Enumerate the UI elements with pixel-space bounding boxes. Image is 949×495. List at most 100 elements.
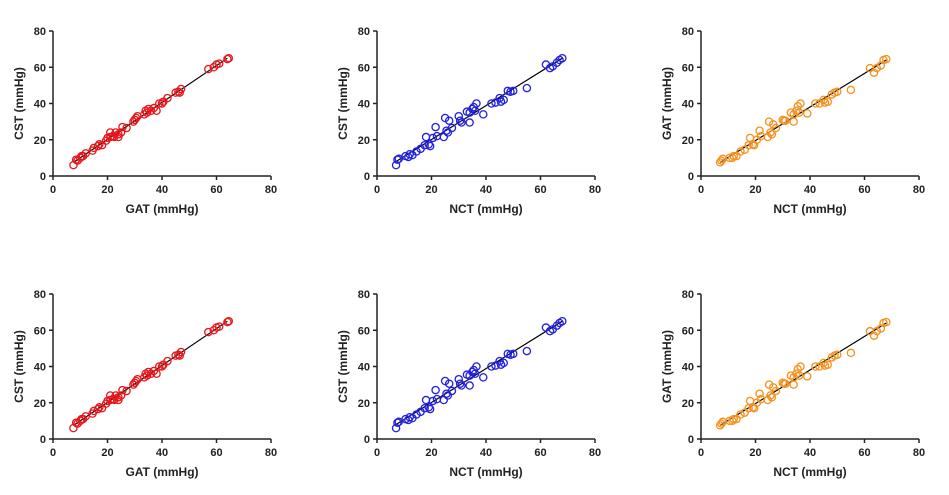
- data-point: [116, 128, 126, 137]
- data-point: [214, 59, 224, 68]
- data-point: [766, 391, 775, 400]
- data-point: [224, 316, 234, 326]
- data-point: [444, 116, 454, 125]
- x-tick-label: 40: [480, 447, 492, 459]
- data-point: [781, 116, 790, 125]
- data-point: [146, 369, 156, 378]
- data-point: [729, 414, 738, 424]
- data-point: [803, 109, 812, 118]
- x-tick-label: 60: [534, 184, 546, 196]
- y-axis-label: CST (mmHg): [336, 67, 350, 140]
- y-tick-label: 80: [34, 26, 46, 38]
- data-point: [142, 371, 152, 380]
- chart-panel-top-right: 0 20 40 60 80 0 20 40 60 80 NCT (mmHg) GAT (mmHg): [660, 26, 925, 216]
- data-point: [424, 140, 434, 149]
- data-point: [803, 372, 812, 381]
- data-point: [495, 356, 504, 366]
- data-point: [833, 350, 842, 359]
- data-point: [393, 155, 402, 164]
- data-point: [118, 122, 127, 132]
- data-point: [558, 316, 567, 326]
- data-point: [118, 385, 127, 395]
- x-tick-label: 40: [480, 184, 492, 196]
- y-tick-label: 20: [682, 398, 694, 410]
- x-axis-label: GAT (mmHg): [125, 465, 198, 479]
- data-point: [223, 317, 232, 327]
- data-point: [149, 366, 159, 376]
- chart-panel-top-left: 0 20 40 60 80 0 20 40 60 80 GAT (mmHg) CST (mmHg): [12, 26, 277, 216]
- x-tick-label: 80: [265, 184, 277, 196]
- data-point: [499, 95, 508, 105]
- y-tick-label: 80: [34, 289, 46, 301]
- data-point: [214, 322, 224, 331]
- data-point: [431, 122, 440, 132]
- x-tick-label: 40: [156, 184, 168, 196]
- data-point: [428, 133, 438, 143]
- data-point: [789, 380, 798, 389]
- y-tick-label: 40: [682, 362, 694, 374]
- data-point: [882, 317, 891, 327]
- data-point: [421, 395, 431, 405]
- y-tick-label: 60: [34, 325, 46, 337]
- y-tick-label: 60: [682, 325, 694, 337]
- data-point: [122, 123, 131, 133]
- data-point: [771, 123, 781, 133]
- y-tick-label: 80: [358, 26, 370, 38]
- data-point: [771, 386, 781, 396]
- data-point: [811, 362, 820, 371]
- data-point: [142, 108, 152, 117]
- y-tick-label: 0: [40, 171, 46, 183]
- x-axis-label: NCT (mmHg): [773, 465, 846, 479]
- y-tick-label: 80: [682, 289, 694, 301]
- y-axis-label: CST (mmHg): [336, 330, 350, 403]
- data-point: [78, 414, 88, 424]
- data-point: [717, 156, 726, 165]
- data-point: [447, 123, 457, 133]
- x-axis-label: NCT (mmHg): [449, 202, 522, 216]
- data-point: [508, 86, 518, 96]
- data-point: [447, 386, 457, 396]
- data-point: [823, 360, 832, 369]
- data-point: [455, 116, 465, 125]
- y-tick-label: 20: [34, 135, 46, 147]
- x-tick-label: 80: [589, 447, 601, 459]
- data-point: [728, 153, 737, 163]
- data-point: [157, 362, 167, 371]
- data-point: [420, 403, 429, 413]
- x-tick-label: 40: [156, 447, 168, 459]
- y-axis-label: GAT (mmHg): [660, 67, 674, 140]
- data-point: [155, 99, 164, 108]
- data-point: [152, 369, 161, 378]
- data-point: [495, 93, 504, 103]
- data-point: [425, 404, 435, 414]
- chart-panel-bottom-middle: 0 20 40 60 80 0 20 40 60 80 NCT (mmHg) CST (mmHg): [336, 289, 601, 479]
- data-point: [457, 118, 466, 127]
- data-point: [420, 140, 429, 150]
- data-point: [421, 132, 431, 142]
- x-tick-label: 20: [749, 447, 761, 459]
- data-point: [155, 362, 164, 371]
- data-point: [472, 362, 481, 371]
- data-point: [175, 88, 184, 97]
- data-point: [811, 99, 820, 108]
- y-tick-label: 20: [358, 135, 370, 147]
- data-point: [717, 419, 726, 428]
- x-tick-label: 20: [425, 447, 437, 459]
- data-point: [755, 389, 764, 398]
- data-point: [131, 376, 141, 386]
- data-point: [472, 99, 481, 108]
- x-tick-label: 80: [913, 184, 925, 196]
- data-point: [736, 410, 745, 419]
- data-point: [425, 141, 435, 151]
- data-point: [465, 381, 474, 390]
- x-tick-label: 80: [913, 447, 925, 459]
- data-point: [846, 85, 856, 95]
- y-tick-label: 40: [358, 99, 370, 111]
- data-point: [152, 106, 161, 116]
- x-tick-label: 60: [534, 447, 546, 459]
- data-point: [204, 327, 213, 337]
- y-axis-label: GAT (mmHg): [660, 330, 674, 403]
- y-tick-label: 60: [34, 62, 46, 74]
- data-point: [204, 64, 213, 74]
- x-tick-label: 60: [210, 447, 222, 459]
